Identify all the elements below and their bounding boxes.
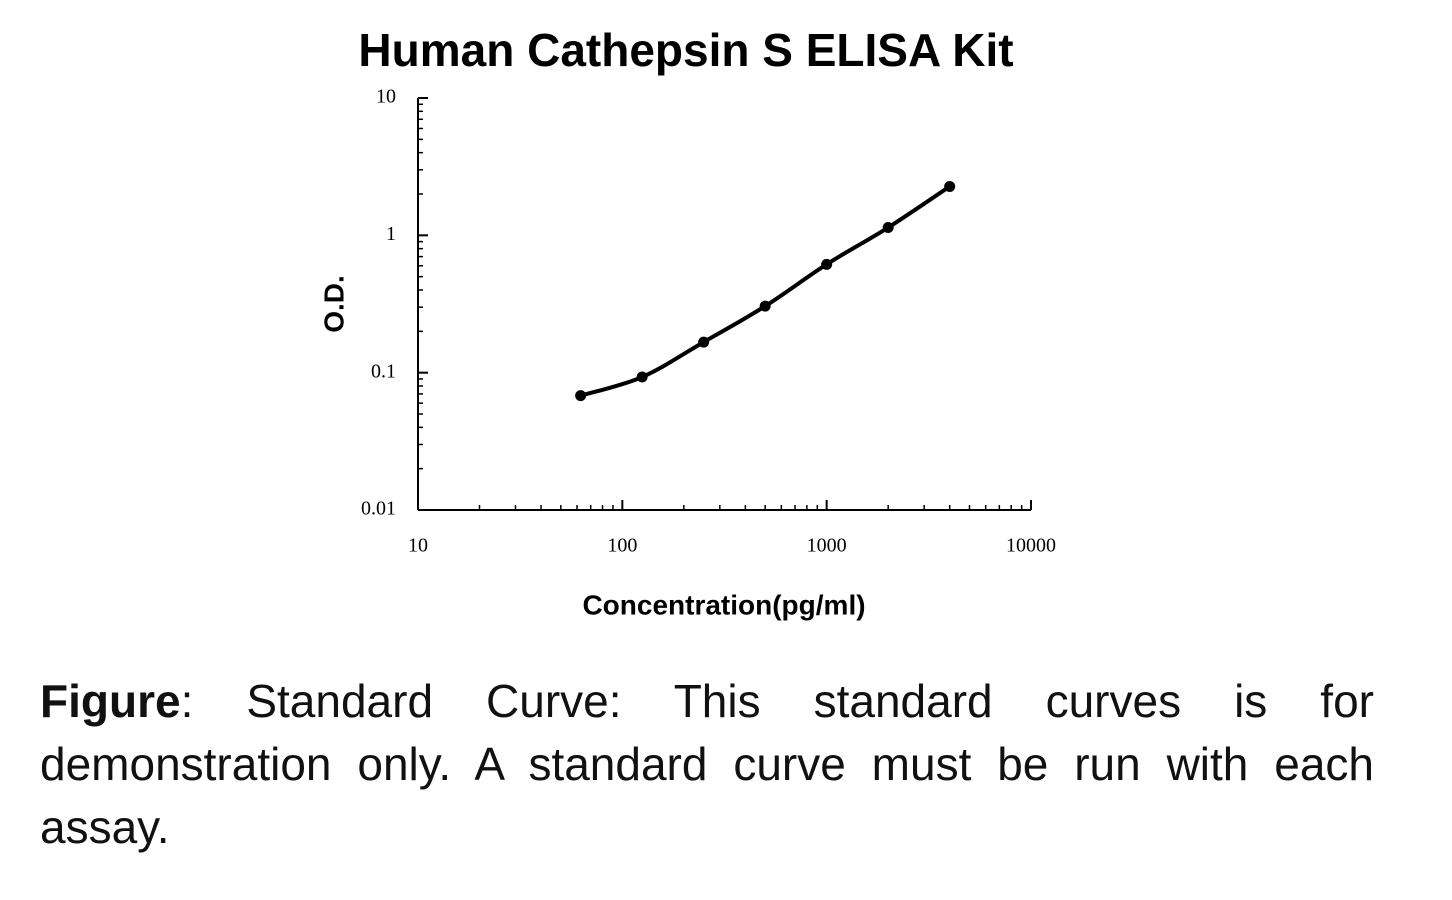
x-tick-label: 10 [408,535,428,557]
caption: Figure: Standard Curve: This standard cu… [40,670,1374,859]
y-tick-label: 10 [376,86,396,108]
chart: Human Cathepsin S ELISA Kit O.D. Concent… [318,24,1056,620]
point [821,258,833,270]
point [698,336,710,348]
x-tick-label: 100 [607,535,637,557]
x-axis-title: Concentration(pg/ml) [582,589,865,620]
point [575,390,587,402]
point [636,371,648,383]
y-tick-label: 0.1 [371,360,396,382]
x-tick-label: 10000 [1006,535,1056,557]
caption-label: Figure [40,675,181,727]
caption-text: : Standard Curve: This standard curves i… [40,675,1374,853]
curve [580,184,951,398]
point [759,300,771,312]
x-tick-label: 1000 [807,535,847,557]
point [882,222,894,234]
y-axis-title: O.D. [318,275,349,333]
chart-title: Human Cathepsin S ELISA Kit [358,24,1013,76]
y-tick-label: 0.01 [361,498,396,520]
y-tick-label: 1 [386,223,396,245]
point [944,180,956,192]
